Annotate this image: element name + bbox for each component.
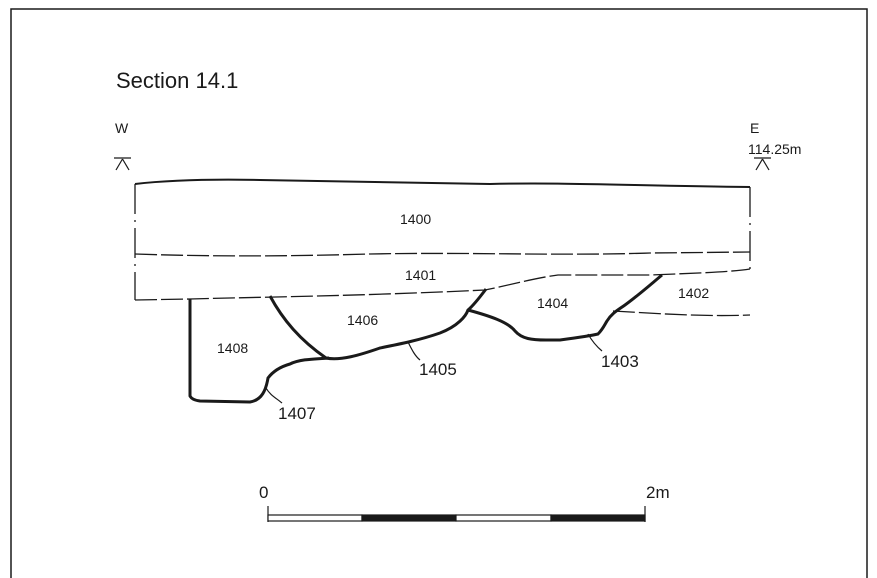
scale-start-label: 0 [259, 483, 269, 502]
direction-east: E [750, 120, 760, 136]
scale-bar [267, 506, 646, 522]
context-1402-label: 1402 [678, 285, 710, 301]
cut-1407-label: 1407 [278, 404, 316, 423]
leader-1407 [265, 387, 283, 404]
leader-lines [265, 333, 603, 404]
boundary-1400-1401 [134, 251, 751, 257]
boundary-1401-base [134, 268, 751, 301]
context-1404-label: 1404 [537, 295, 569, 311]
cut-1403-line [467, 273, 663, 342]
datum-level: 114.25m [748, 141, 802, 157]
leader-1405 [407, 341, 421, 361]
context-1400-label: 1400 [400, 211, 432, 227]
drawing-border [10, 8, 868, 578]
datum-marker-east [754, 157, 771, 171]
cut-1407-line [188, 299, 330, 404]
context-1408-label: 1408 [217, 340, 249, 356]
scale-segment-4 [550, 514, 646, 522]
section-title: Section 14.1 [116, 68, 239, 93]
scale-segment-2 [361, 514, 457, 522]
scale-end-label: 2m [646, 483, 670, 502]
section-edges [134, 184, 751, 300]
ground-surface-line [134, 178, 751, 188]
cut-1405-label: 1405 [419, 360, 457, 379]
direction-west: W [115, 120, 129, 136]
datum-marker-west [114, 157, 131, 171]
context-1406-label: 1406 [347, 312, 379, 328]
context-1401-label: 1401 [405, 267, 437, 283]
boundary-1402-base [612, 310, 751, 317]
scale-segment-3 [455, 514, 552, 522]
scale-segment-1 [267, 514, 363, 522]
cut-1403-label: 1403 [601, 352, 639, 371]
leader-1403 [587, 333, 603, 352]
